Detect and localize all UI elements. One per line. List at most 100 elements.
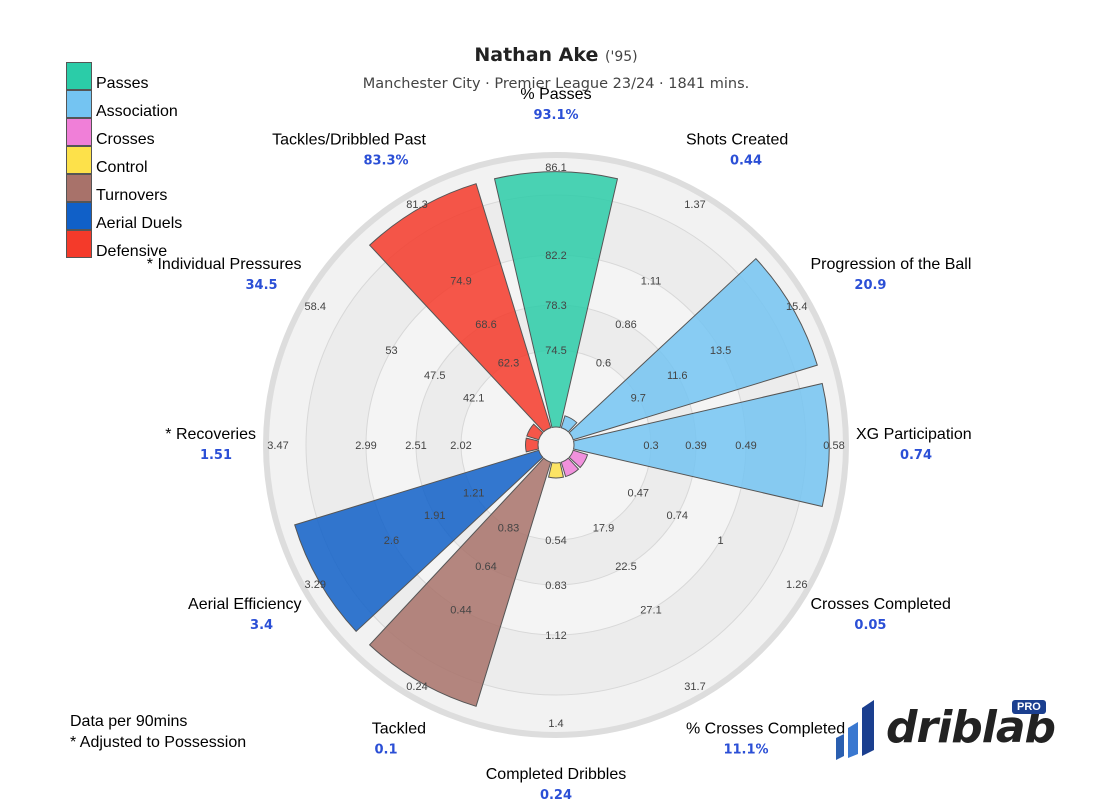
bar-1 bbox=[560, 415, 578, 433]
tick-label: 2.02 bbox=[450, 440, 471, 452]
tick-label: 1.4 bbox=[548, 718, 563, 730]
legend-label: Defensive bbox=[96, 243, 168, 260]
legend-swatch bbox=[66, 90, 92, 118]
metric-label: Tackled bbox=[372, 720, 426, 737]
tick-label: 0.44 bbox=[450, 605, 471, 617]
bar-0 bbox=[493, 171, 619, 429]
metric-label: Completed Dribbles bbox=[486, 766, 627, 783]
tick-label: 0.6 bbox=[596, 358, 611, 370]
metric-label: XG Participation bbox=[856, 426, 972, 443]
tick-label: 22.5 bbox=[615, 561, 636, 573]
bar-8 bbox=[294, 449, 544, 633]
legend-label: Association bbox=[96, 103, 178, 120]
metric-label: % Passes bbox=[520, 86, 591, 103]
tick-label: 86.1 bbox=[545, 162, 566, 174]
metric-label: Progression of the Ball bbox=[810, 256, 971, 273]
metric-value: 20.9 bbox=[854, 278, 886, 293]
tick-label: 1.12 bbox=[545, 630, 566, 642]
metric-value: 0.1 bbox=[374, 742, 397, 757]
tick-label: 82.2 bbox=[545, 250, 566, 262]
tick-label: 47.5 bbox=[424, 370, 445, 382]
tick-label: 1.11 bbox=[641, 275, 662, 287]
tick-label: 13.5 bbox=[710, 345, 731, 357]
legend-label: Passes bbox=[96, 75, 149, 92]
tick-label: 17.9 bbox=[593, 522, 614, 534]
tick-label: 0.49 bbox=[735, 440, 756, 452]
tick-label: 0.83 bbox=[545, 580, 566, 592]
metric-value: 0.74 bbox=[900, 448, 932, 463]
tick-label: 62.3 bbox=[498, 358, 519, 370]
metric-label: * Recoveries bbox=[165, 426, 256, 443]
tick-label: 0.64 bbox=[475, 561, 496, 573]
legend-swatch bbox=[66, 118, 92, 146]
metric-label: Shots Created bbox=[686, 132, 788, 149]
chart-title: Nathan Ake ('95) bbox=[0, 44, 1112, 66]
tick-label: 74.5 bbox=[545, 345, 566, 357]
tick-label: 1 bbox=[717, 535, 723, 547]
tick-label: 0.58 bbox=[823, 440, 844, 452]
bar-2 bbox=[568, 257, 818, 441]
legend-swatch bbox=[66, 230, 92, 258]
legend-label: Control bbox=[96, 159, 148, 176]
bar-5 bbox=[560, 457, 580, 478]
tick-label: 78.3 bbox=[545, 300, 566, 312]
chart-subtitle: Manchester City · Premier League 23/24 ·… bbox=[362, 76, 750, 92]
metric-value: 1.51 bbox=[200, 448, 232, 463]
logo-mark-icon bbox=[836, 700, 874, 760]
tick-label: 15.4 bbox=[786, 301, 807, 313]
metric-label: Tackles/Dribbled Past bbox=[272, 132, 426, 149]
metric-value: 3.4 bbox=[250, 618, 273, 633]
tick-label: 58.4 bbox=[305, 301, 326, 313]
footnote-line-adjusted: * Adjusted to Possession bbox=[70, 734, 247, 751]
bar-4 bbox=[568, 449, 589, 469]
metric-value: 11.1% bbox=[723, 742, 768, 757]
tick-label: 1.26 bbox=[786, 579, 807, 591]
tick-label: 42.1 bbox=[463, 393, 484, 405]
tick-label: 3.47 bbox=[267, 440, 288, 452]
legend-swatch bbox=[66, 202, 92, 230]
metric-label: Aerial Efficiency bbox=[188, 596, 302, 613]
bar-3 bbox=[572, 382, 830, 508]
footnote-line-per90: Data per 90mins bbox=[70, 713, 188, 730]
bar-10 bbox=[526, 423, 544, 441]
metric-value: 83.3% bbox=[363, 154, 408, 169]
bar-7 bbox=[368, 457, 552, 707]
bar-6 bbox=[547, 461, 565, 479]
metric-value: 0.44 bbox=[730, 154, 762, 169]
tick-label: 0.74 bbox=[667, 510, 688, 522]
tick-label: 0.86 bbox=[615, 319, 636, 331]
metric-label: * Individual Pressures bbox=[147, 256, 302, 273]
tick-label: 68.6 bbox=[475, 319, 496, 331]
tick-label: 0.24 bbox=[406, 681, 427, 693]
footnote: Data per 90mins * Adjusted to Possession bbox=[70, 711, 246, 753]
bar-11 bbox=[368, 183, 552, 433]
metric-label: Crosses Completed bbox=[810, 596, 951, 613]
tick-label: 53 bbox=[385, 345, 397, 357]
tick-label: 0.47 bbox=[628, 488, 649, 500]
bar-9 bbox=[524, 437, 540, 453]
tick-label: 2.51 bbox=[405, 440, 426, 452]
driblab-logo: driblab PRO bbox=[832, 698, 1056, 760]
tick-label: 0.83 bbox=[498, 522, 519, 534]
metric-value: 0.05 bbox=[854, 618, 886, 633]
tick-label: 74.9 bbox=[450, 275, 471, 287]
logo-pro-badge: PRO bbox=[1012, 700, 1046, 714]
tick-label: 27.1 bbox=[640, 605, 661, 617]
tick-label: 9.7 bbox=[631, 393, 646, 405]
legend-swatch bbox=[66, 174, 92, 202]
legend-label: Turnovers bbox=[96, 187, 168, 204]
tick-label: 2.6 bbox=[384, 535, 399, 547]
tick-label: 2.99 bbox=[355, 440, 376, 452]
birth-year: ('95) bbox=[605, 49, 638, 65]
player-name: Nathan Ake bbox=[474, 44, 599, 66]
legend-label: Aerial Duels bbox=[96, 215, 183, 232]
tick-label: 1.21 bbox=[463, 488, 484, 500]
tick-label: 0.3 bbox=[643, 440, 658, 452]
tick-label: 81.3 bbox=[406, 199, 427, 211]
tick-label: 3.29 bbox=[305, 579, 326, 591]
metric-label: % Crosses Completed bbox=[686, 720, 845, 737]
legend-swatch bbox=[66, 62, 92, 90]
metric-value: 34.5 bbox=[246, 278, 278, 293]
metric-value: 93.1% bbox=[533, 108, 578, 123]
